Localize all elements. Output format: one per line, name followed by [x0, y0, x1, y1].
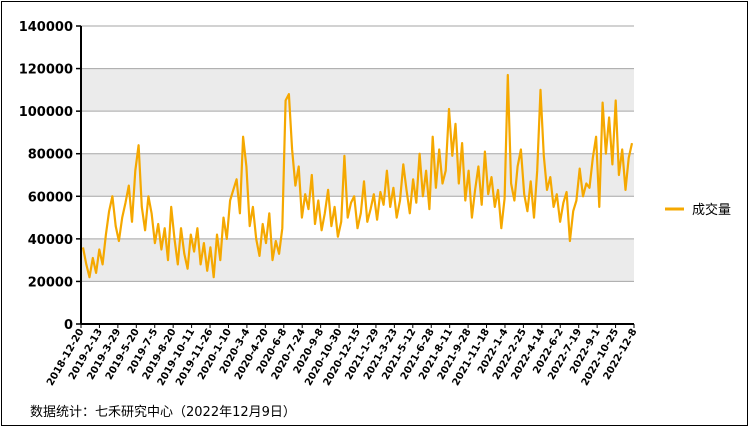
plot-background-bands	[81, 26, 634, 324]
y-tick-label: 0	[64, 318, 73, 333]
y-tick-label: 40000	[28, 233, 73, 248]
grid-band	[81, 153, 634, 197]
y-gridlines	[81, 25, 634, 282]
legend-label: 成交量	[692, 202, 731, 218]
legend: 成交量	[665, 202, 731, 218]
y-tick-label: 140000	[19, 20, 73, 35]
grid-band	[81, 238, 634, 282]
y-axis-ticks: 0 20000 40000 60000 80000 100000 120000 140000	[19, 20, 81, 333]
grid-band	[81, 26, 634, 69]
source-note: 数据统计：七禾研究中心（2022年12月9日）	[30, 405, 296, 420]
series-line	[81, 73, 634, 279]
y-tick-label: 100000	[19, 105, 73, 120]
grid-band	[81, 281, 634, 324]
y-tick-label: 120000	[19, 63, 73, 78]
y-tick-label: 20000	[28, 275, 73, 290]
grid-band	[81, 111, 634, 154]
grid-band	[81, 68, 634, 112]
y-tick-label: 80000	[28, 148, 73, 163]
axes	[80, 26, 634, 325]
series-layer	[81, 73, 634, 279]
x-axis-ticks: 2018-12-202019-2-132019-3-292019-5-20201…	[45, 324, 640, 388]
y-tick-label: 60000	[28, 190, 73, 205]
